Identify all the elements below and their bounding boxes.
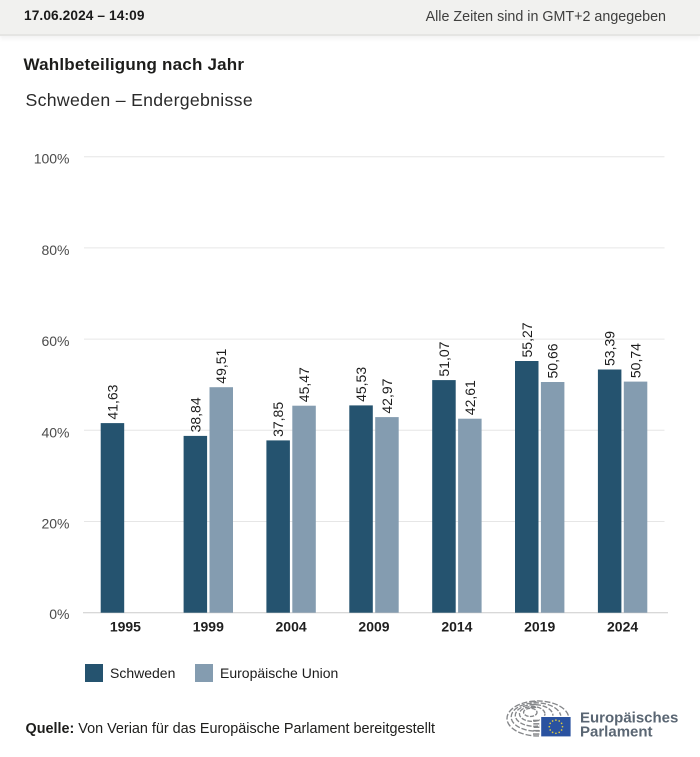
svg-text:50,74: 50,74: [628, 343, 644, 378]
svg-text:2019: 2019: [524, 619, 555, 635]
svg-text:38,84: 38,84: [187, 397, 203, 432]
svg-text:45,47: 45,47: [296, 367, 312, 402]
svg-text:2014: 2014: [441, 619, 472, 635]
svg-text:45,53: 45,53: [353, 367, 369, 402]
svg-text:2009: 2009: [358, 619, 389, 635]
svg-text:42,97: 42,97: [379, 378, 395, 413]
svg-text:Parlament: Parlament: [580, 724, 653, 741]
svg-text:37,85: 37,85: [270, 402, 286, 437]
svg-text:80%: 80%: [41, 242, 69, 258]
svg-text:Europäisches: Europäisches: [580, 709, 678, 726]
svg-text:42,61: 42,61: [462, 380, 478, 415]
svg-text:0%: 0%: [49, 606, 69, 622]
svg-text:40%: 40%: [41, 424, 69, 440]
svg-text:2004: 2004: [276, 619, 307, 635]
svg-text:1995: 1995: [110, 619, 141, 635]
svg-text:Schweden: Schweden: [110, 665, 175, 681]
svg-text:100%: 100%: [34, 151, 70, 167]
svg-text:2024: 2024: [607, 619, 638, 635]
svg-text:1999: 1999: [193, 619, 224, 635]
svg-text:53,39: 53,39: [602, 331, 618, 366]
svg-text:60%: 60%: [41, 333, 69, 349]
svg-text:41,63: 41,63: [105, 384, 121, 419]
svg-text:20%: 20%: [41, 516, 69, 532]
svg-text:Europäische Union: Europäische Union: [220, 665, 338, 681]
svg-text:51,07: 51,07: [436, 341, 452, 376]
svg-text:55,27: 55,27: [519, 322, 535, 357]
svg-text:49,51: 49,51: [213, 348, 229, 383]
svg-text:50,66: 50,66: [545, 343, 561, 378]
